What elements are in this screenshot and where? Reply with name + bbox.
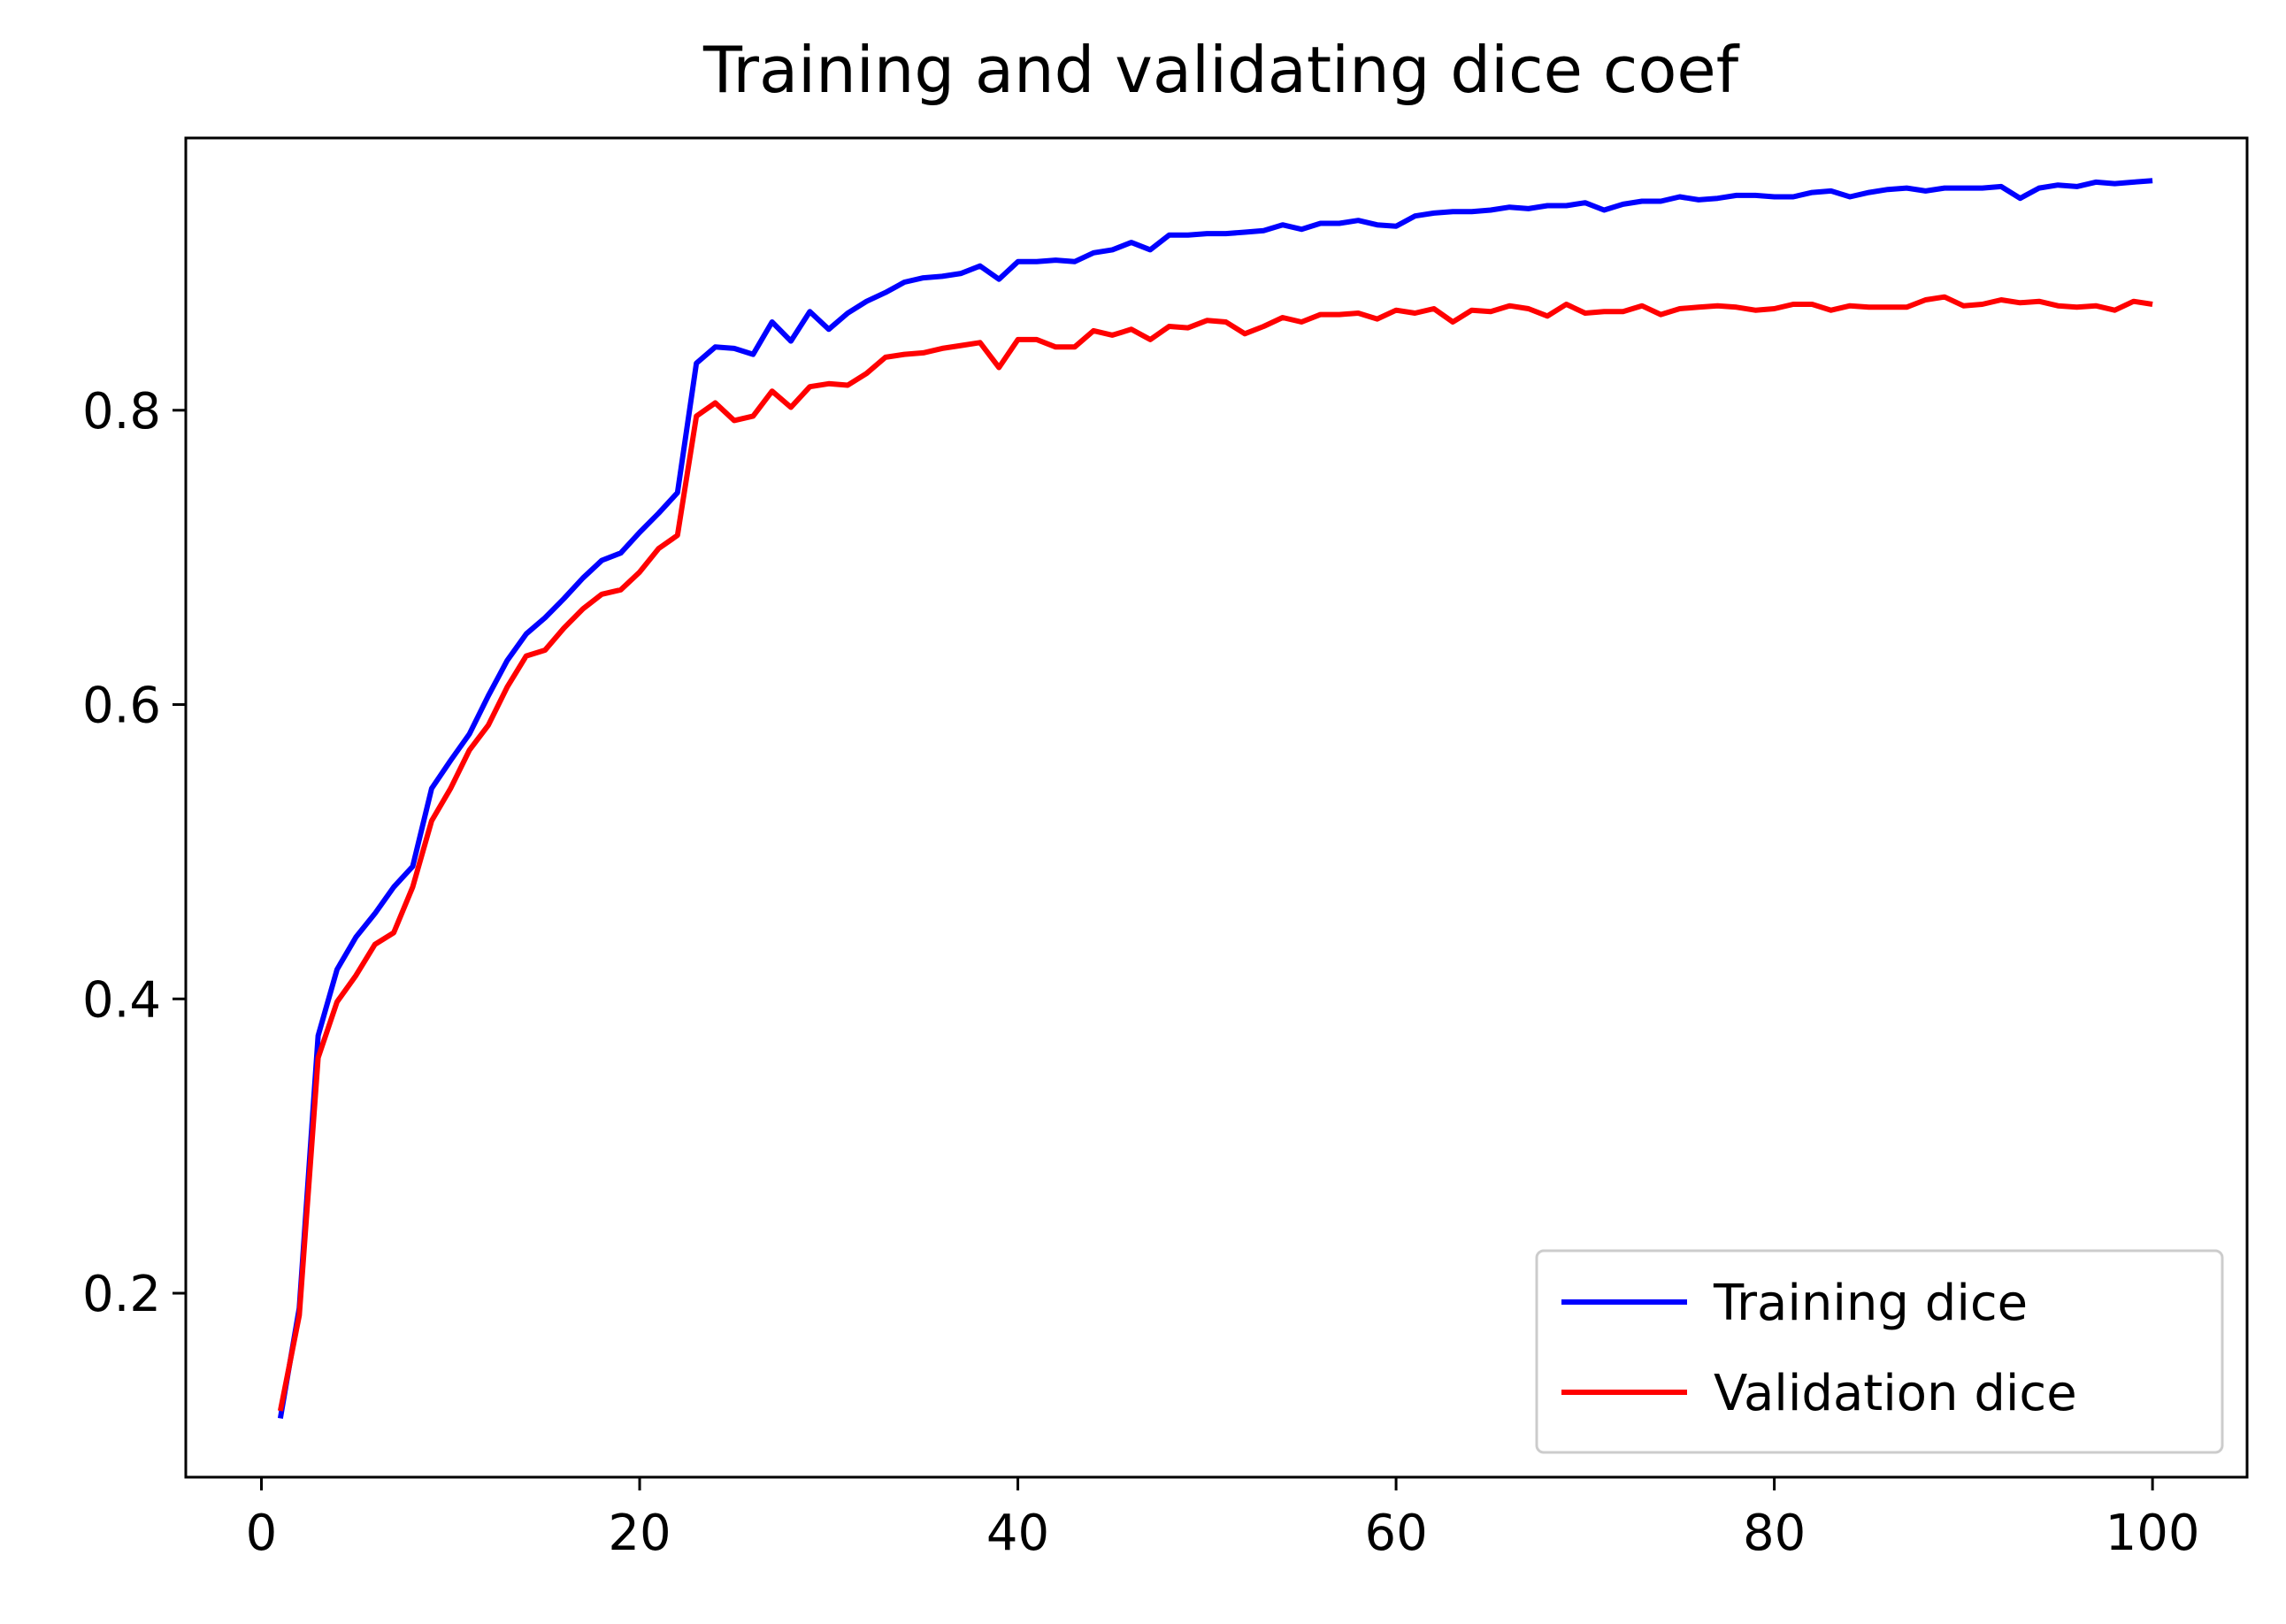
legend-box bbox=[1535, 1249, 2224, 1454]
axes: 0 20 40 60 80 100 0.2 0.4 0.6 0.8 bbox=[82, 136, 2249, 1562]
x-tick-label: 40 bbox=[986, 1505, 1049, 1562]
plot-area bbox=[277, 178, 2153, 1420]
legend-label: Validation dice bbox=[1714, 1365, 2077, 1422]
x-tick-label: 0 bbox=[246, 1505, 278, 1562]
x-tick-label: 80 bbox=[1743, 1505, 1806, 1562]
chart-title: Training and validating dice coef bbox=[702, 33, 1740, 107]
legend: Training dice Validation dice bbox=[1535, 1249, 2224, 1454]
y-tick-label: 0.8 bbox=[82, 383, 161, 440]
y-tick-label: 0.4 bbox=[82, 971, 161, 1029]
axes-frame bbox=[184, 136, 2249, 1479]
y-tick-label: 0.6 bbox=[82, 678, 161, 735]
x-tick-label: 100 bbox=[2106, 1505, 2200, 1562]
x-tick-label: 20 bbox=[608, 1505, 671, 1562]
series-line-validation bbox=[277, 294, 2153, 1412]
y-tick-label: 0.2 bbox=[82, 1266, 161, 1323]
series-line-training bbox=[277, 178, 2153, 1420]
x-tick-label: 60 bbox=[1364, 1505, 1427, 1562]
legend-label: Training dice bbox=[1713, 1275, 2028, 1332]
